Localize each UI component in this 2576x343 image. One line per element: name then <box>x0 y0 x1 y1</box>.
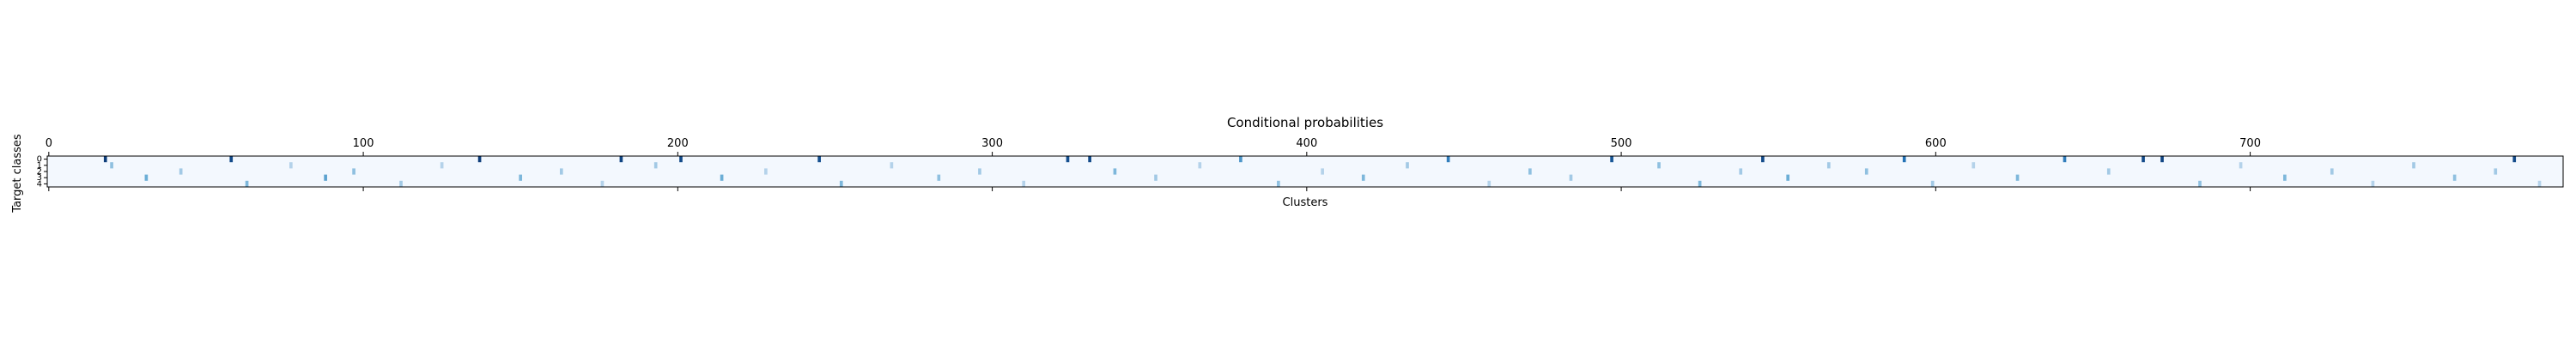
heatmap-cell <box>1826 162 1831 169</box>
heatmap-cell <box>2142 156 2145 163</box>
heatmap-cell <box>519 174 523 181</box>
heatmap-cell <box>978 168 981 175</box>
heatmap-cell <box>179 168 183 175</box>
y-tick-label: 0 <box>37 155 42 165</box>
heatmap-cell <box>2015 174 2020 181</box>
chart-title: Conditional probabilities <box>1227 115 1383 130</box>
heatmap-cell <box>110 162 113 169</box>
heatmap-cell <box>1698 180 1702 187</box>
heatmap-cell <box>2160 156 2164 163</box>
heatmap-cell <box>600 180 605 187</box>
heatmap-cell <box>1321 168 1324 175</box>
heatmap-cell <box>324 174 327 181</box>
y-tick-label: 4 <box>37 179 42 189</box>
heatmap-cell <box>1657 162 1661 169</box>
heatmap-cell <box>764 168 768 175</box>
heatmap-cell <box>245 180 249 187</box>
heatmap-cell <box>1569 174 1573 181</box>
heatmap-cell <box>1066 156 1070 163</box>
heatmap-cell <box>2512 156 2517 163</box>
heatmap-cell <box>1864 168 1868 175</box>
heatmap-cell <box>1528 168 1532 175</box>
y-tick-label: 2 <box>37 167 42 177</box>
x-tick-label: 0 <box>46 137 52 150</box>
heatmap-cell <box>1361 174 1365 181</box>
x-tick-label: 100 <box>353 137 374 150</box>
heatmap-cell <box>2106 168 2111 175</box>
heatmap-cell <box>1022 180 1026 187</box>
y-tick-label: 3 <box>37 173 42 183</box>
heatmap-cell <box>1930 180 1935 187</box>
heatmap-cell <box>1487 180 1492 187</box>
x-axis-label: Clusters <box>1283 196 1328 209</box>
heatmap-cell <box>2371 180 2375 187</box>
heatmap-cell <box>477 156 482 163</box>
x-tick-label: 600 <box>1925 137 1947 150</box>
heatmap-cell <box>2283 174 2287 181</box>
x-tick-label: 200 <box>667 137 689 150</box>
heatmap-cell <box>1239 156 1242 163</box>
heatmap-cell <box>1761 156 1765 163</box>
heatmap-cell <box>2198 180 2202 187</box>
x-tick-label: 300 <box>981 137 1003 150</box>
heatmap-cell <box>229 156 234 163</box>
heatmap-cell <box>1088 156 1091 163</box>
heatmap-cell <box>352 168 355 175</box>
heatmap-cell <box>2412 162 2415 169</box>
heatmap-background <box>47 156 2563 187</box>
heatmap-cell <box>619 156 623 163</box>
heatmap-cell <box>720 174 724 181</box>
heatmap-cell <box>839 180 843 187</box>
heatmap-cell <box>2494 168 2498 175</box>
heatmap-cell <box>937 174 941 181</box>
heatmap-cell <box>103 156 107 163</box>
heatmap-cell <box>289 162 293 169</box>
heatmap-cell <box>2330 168 2334 175</box>
heatmap-cell <box>817 156 821 163</box>
heatmap-cell <box>653 162 658 169</box>
heatmap-cell <box>1446 156 1450 163</box>
x-tick-label: 400 <box>1296 137 1317 150</box>
heatmap-cell <box>679 156 683 163</box>
heatmap-cell <box>890 162 894 169</box>
heatmap-cell <box>1113 168 1117 175</box>
heatmap-cell <box>1739 168 1743 175</box>
heatmap-cell <box>1786 174 1790 181</box>
heatmap-cell <box>2063 156 2067 163</box>
heatmap-cell <box>559 168 563 175</box>
heatmap-cell <box>1971 162 1976 169</box>
heatmap-cell <box>440 162 444 169</box>
heatmap-cell <box>1406 162 1409 169</box>
x-tick-label: 500 <box>1611 137 1632 150</box>
heatmap-cell <box>1277 180 1280 187</box>
heatmap-cell <box>1902 156 1906 163</box>
y-tick-label: 1 <box>37 161 42 171</box>
heatmap-cell <box>2452 174 2457 181</box>
heatmap-cell <box>144 174 149 181</box>
heatmap-cell <box>2239 162 2243 169</box>
heatmap-cell <box>1610 156 1613 163</box>
heatmap-cell <box>399 180 403 187</box>
x-tick-label: 700 <box>2239 137 2261 150</box>
heatmap-cell <box>1154 174 1157 181</box>
y-axis-label: Target classes <box>11 134 24 214</box>
heatmap-cell <box>2537 180 2542 187</box>
heatmap-cell <box>1198 162 1202 169</box>
